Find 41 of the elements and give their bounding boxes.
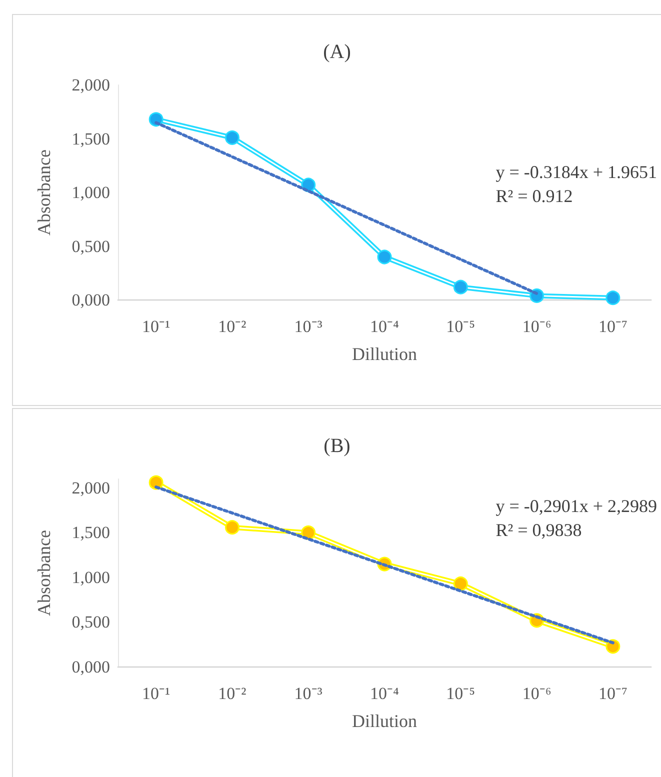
y-axis-title: Absorbance xyxy=(34,530,54,616)
annotation: y = -0.3184x + 1.9651 xyxy=(496,162,657,182)
x-tick-label: 10⁻⁷ xyxy=(598,317,628,336)
y-tick-label: 0,000 xyxy=(72,290,110,310)
y-tick-label: 0,000 xyxy=(72,658,110,676)
x-tick-label: 10⁻³ xyxy=(294,317,322,336)
point xyxy=(606,290,620,306)
x-tick-label: 10⁻⁶ xyxy=(522,684,552,703)
point xyxy=(453,280,468,294)
y-tick-label: 0,500 xyxy=(72,612,110,632)
x-tick-label: 10⁻³ xyxy=(294,684,322,703)
x-tick-label: 10⁻¹ xyxy=(142,684,170,703)
x-tick-label: 10⁻⁷ xyxy=(598,684,628,703)
annotation: R² = 0,9838 xyxy=(496,520,582,540)
y-axis-title: Absorbance xyxy=(34,150,54,236)
point xyxy=(148,475,164,490)
x-tick-label: 10⁻⁴ xyxy=(370,684,400,703)
chart-title: (A) xyxy=(323,41,351,63)
annotation: R² = 0.912 xyxy=(496,186,573,206)
chart-title: (B) xyxy=(324,435,350,457)
x-tick-label: 10⁻² xyxy=(218,684,246,703)
x-tick-label: 10⁻² xyxy=(218,317,246,336)
x-axis-title: Dillution xyxy=(352,711,418,731)
x-axis-title: Dillution xyxy=(352,344,418,364)
point xyxy=(377,250,392,264)
y-tick-label: 1,000 xyxy=(72,183,110,202)
y-tick-label: 0,500 xyxy=(72,236,110,256)
point xyxy=(224,130,240,145)
point xyxy=(453,576,468,591)
x-tick-label: 10⁻⁵ xyxy=(446,684,476,703)
x-tick-label: 10⁻⁵ xyxy=(446,317,476,336)
y-tick-label: 1,500 xyxy=(72,523,110,542)
annotation: y = -0,2901x + 2,2989 xyxy=(496,496,657,516)
point xyxy=(224,520,240,535)
x-tick-label: 10⁻¹ xyxy=(142,317,170,336)
y-tick-label: 2,000 xyxy=(72,76,110,94)
y-tick-label: 1,000 xyxy=(72,568,110,587)
y-tick-label: 2,000 xyxy=(72,478,110,498)
x-tick-label: 10⁻⁴ xyxy=(370,317,400,336)
x-tick-label: 10⁻⁶ xyxy=(522,317,552,336)
y-tick-label: 1,500 xyxy=(72,129,110,148)
